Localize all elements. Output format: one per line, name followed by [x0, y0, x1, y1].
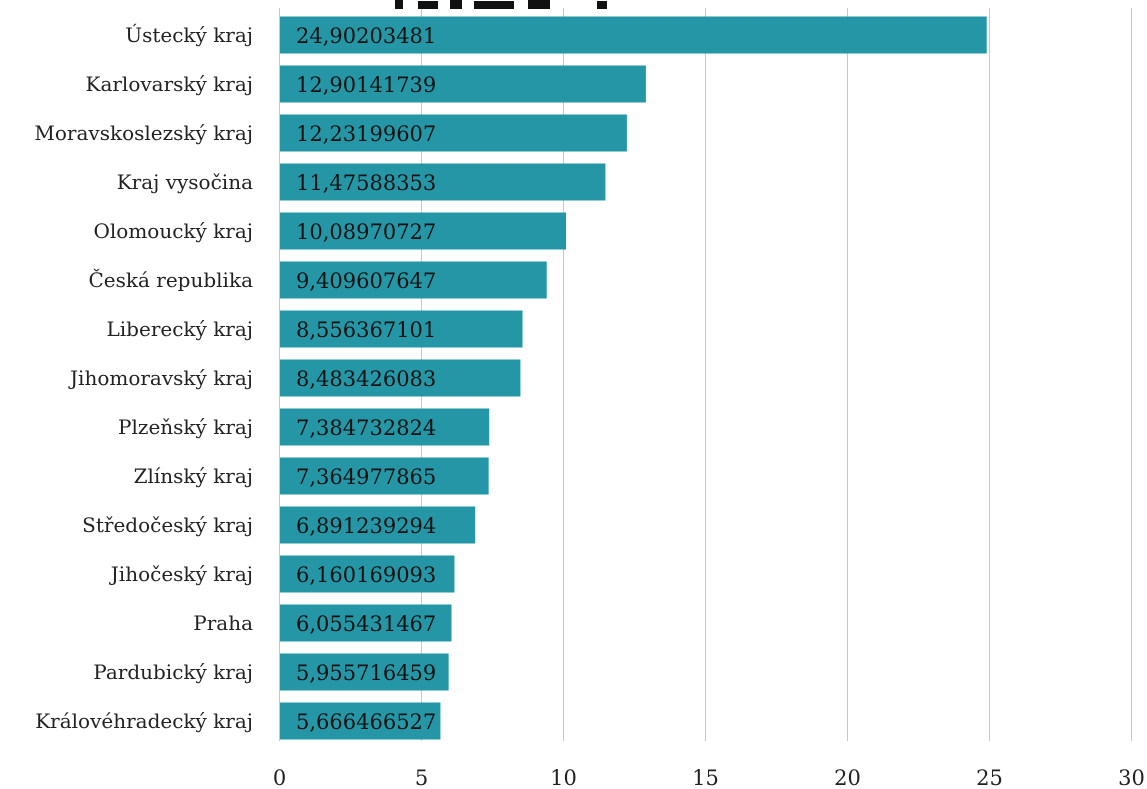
category-label: Středočeský kraj: [82, 513, 253, 537]
bar: [279, 555, 455, 593]
category-label: Plzeňský kraj: [118, 415, 253, 439]
data-label: 12,90141739: [296, 73, 436, 97]
category-label: Jihočeský kraj: [109, 562, 253, 586]
data-label: 9,409607647: [296, 269, 436, 293]
category-label: Pardubický kraj: [93, 660, 253, 684]
bar: [279, 310, 523, 348]
category-label: Praha: [193, 611, 253, 635]
data-label: 7,384732824: [296, 416, 436, 440]
x-tick-label: 0: [273, 766, 286, 789]
bar: [279, 16, 987, 54]
data-label: 6,055431467: [296, 612, 436, 636]
bar: [279, 506, 476, 544]
category-label: Zlínský kraj: [134, 464, 253, 488]
bar: [279, 65, 646, 103]
bar: [279, 702, 441, 740]
bar: [279, 261, 547, 299]
category-label: Královéhradecký kraj: [35, 709, 253, 733]
category-labels: Ústecký kraj Karlovarský kraj Moravskoslez…: [34, 22, 253, 733]
bar: [279, 114, 627, 152]
x-tick-label: 30: [1118, 766, 1145, 789]
x-tick-label: 5: [415, 766, 428, 789]
bar: [279, 604, 452, 642]
x-tick-label: 15: [692, 766, 719, 789]
x-tick-labels: 0 5 10 15 20 25 30: [273, 766, 1145, 789]
x-tick-label: 10: [550, 766, 577, 789]
category-label: Olomoucký kraj: [93, 219, 253, 243]
data-label: 6,891239294: [296, 514, 436, 538]
data-label: 5,666466527: [296, 710, 436, 734]
data-label: 5,955716459: [296, 661, 436, 685]
cropped-title-glyphs: [395, 0, 607, 9]
data-label: 10,08970727: [296, 220, 436, 244]
bar: [279, 408, 490, 446]
category-label: Liberecký kraj: [107, 317, 254, 341]
data-label: 11,47588353: [296, 171, 436, 195]
bar: [279, 653, 449, 691]
data-label: 8,483426083: [296, 367, 436, 391]
bar: [279, 212, 567, 250]
x-tick-label: 25: [976, 766, 1003, 789]
category-label: Ústecký kraj: [125, 22, 253, 47]
data-label: 7,364977865: [296, 465, 436, 489]
category-label: Kraj vysočina: [117, 170, 253, 194]
data-labels: 24,90203481 12,90141739 12,23199607 11,4758…: [296, 24, 436, 734]
bars: [279, 16, 987, 740]
category-label: Karlovarský kraj: [86, 72, 254, 96]
x-tick-label: 20: [834, 766, 861, 789]
category-label: Česká republika: [88, 267, 253, 292]
data-label: 24,90203481: [296, 24, 436, 48]
data-label: 6,160169093: [296, 563, 436, 587]
bar: [279, 163, 606, 201]
bar: [279, 457, 489, 495]
data-label: 12,23199607: [296, 122, 436, 146]
category-label: Jihomoravský kraj: [68, 366, 253, 390]
chart-title-cropped: [0, 0, 1147, 9]
data-label: 8,556367101: [296, 318, 436, 342]
bar: [279, 359, 521, 397]
category-label: Moravskoslezský kraj: [34, 121, 253, 145]
